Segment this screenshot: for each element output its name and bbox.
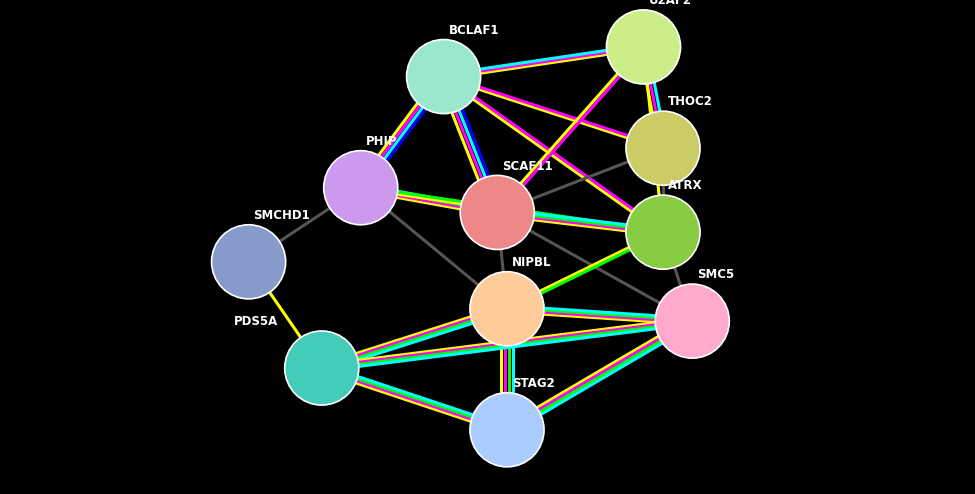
Ellipse shape xyxy=(655,284,729,358)
Ellipse shape xyxy=(460,175,534,249)
Ellipse shape xyxy=(626,195,700,269)
Ellipse shape xyxy=(606,10,681,84)
Ellipse shape xyxy=(212,225,286,299)
Text: THOC2: THOC2 xyxy=(668,95,713,109)
Text: SMCHD1: SMCHD1 xyxy=(254,209,310,222)
Ellipse shape xyxy=(470,393,544,467)
Ellipse shape xyxy=(324,151,398,225)
Text: SCAF11: SCAF11 xyxy=(502,160,553,173)
Text: STAG2: STAG2 xyxy=(512,377,555,390)
Text: SMC5: SMC5 xyxy=(697,268,734,282)
Ellipse shape xyxy=(470,272,544,346)
Text: U2AF2: U2AF2 xyxy=(648,0,691,7)
Ellipse shape xyxy=(626,111,700,185)
Text: ATRX: ATRX xyxy=(668,179,702,193)
Text: PHIP: PHIP xyxy=(366,135,397,148)
Ellipse shape xyxy=(407,40,481,114)
Ellipse shape xyxy=(285,331,359,405)
Text: PDS5A: PDS5A xyxy=(234,315,278,329)
Text: NIPBL: NIPBL xyxy=(512,256,552,269)
Text: BCLAF1: BCLAF1 xyxy=(448,24,499,37)
